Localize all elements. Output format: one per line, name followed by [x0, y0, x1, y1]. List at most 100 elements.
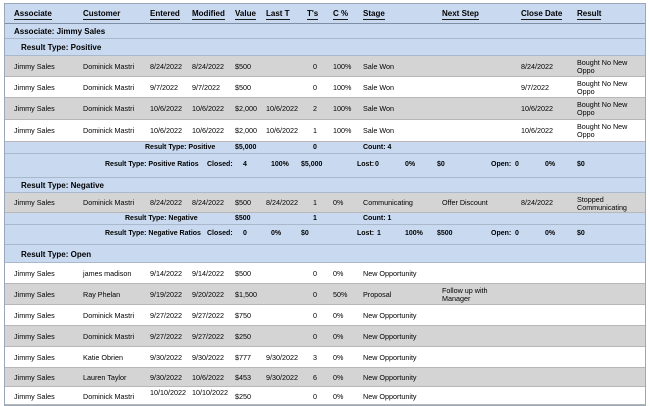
table-row[interactable]: Jimmy Sales Dominick Mastri 8/24/2022 8/…: [5, 56, 645, 77]
lost-count: 1: [377, 230, 381, 237]
cell-entered: 9/7/2022: [150, 83, 178, 92]
cell-modified: 10/6/2022: [192, 126, 224, 135]
cell-customer: Ray Phelan: [83, 290, 121, 299]
cell-ts: 6: [313, 373, 317, 382]
cell-c-pct: 100%: [333, 104, 352, 113]
col-last-t[interactable]: Last T: [266, 9, 290, 20]
lost-count: 0: [375, 161, 379, 168]
closed-value: $0: [301, 230, 309, 237]
cell-stage: Sale Won: [363, 62, 395, 71]
cell-stage: New Opportunity: [363, 373, 417, 382]
cell-customer: Dominick Mastri: [83, 83, 135, 92]
table-row[interactable]: Jimmy Sales Dominick Mastri 8/24/2022 8/…: [5, 193, 645, 213]
cell-close-date: 10/6/2022: [521, 104, 553, 113]
table-row[interactable]: Jimmy Sales Dominick Mastri 9/27/2022 9/…: [5, 305, 645, 326]
col-associate[interactable]: Associate: [14, 9, 52, 20]
lost-value: $0: [437, 161, 445, 168]
lost-label: Lost:: [357, 230, 375, 237]
cell-value: $2,000: [235, 104, 257, 113]
col-customer[interactable]: Customer: [83, 9, 121, 20]
cell-ts: 0: [313, 392, 317, 401]
cell-c-pct: 0%: [333, 269, 344, 278]
summary-ts: 1: [313, 215, 317, 222]
cell-c-pct: 50%: [333, 290, 348, 299]
cell-c-pct: 0%: [333, 353, 344, 362]
section-band-positive: Result Type: Positive: [5, 39, 645, 56]
cell-customer: Dominick Mastri: [83, 104, 135, 113]
col-stage[interactable]: Stage: [363, 9, 385, 20]
cell-value: $500: [235, 269, 251, 278]
associate-group-band: Associate: Jimmy Sales: [5, 24, 645, 39]
col-c-pct[interactable]: C %: [333, 9, 349, 20]
cell-ts: 0: [313, 332, 317, 341]
cell-modified: 8/24/2022: [192, 62, 224, 71]
cell-ts: 0: [313, 311, 317, 320]
table-row[interactable]: Jimmy Sales Katie Obrien 9/30/2022 9/30/…: [5, 347, 645, 368]
col-next-step[interactable]: Next Step: [442, 9, 479, 20]
table-row[interactable]: Jimmy Sales Dominick Mastri 10/6/2022 10…: [5, 120, 645, 142]
cell-last-t: 10/6/2022: [266, 126, 298, 135]
cell-stage: New Opportunity: [363, 311, 417, 320]
lost-label: Lost:: [357, 161, 375, 168]
table-row[interactable]: Jimmy Sales Dominick Mastri 9/27/2022 9/…: [5, 326, 645, 347]
open-label: Open:: [491, 161, 512, 168]
cell-stage: Communicating: [363, 198, 413, 207]
table-row[interactable]: Jimmy Sales Dominick Mastri 10/10/2022 1…: [5, 387, 645, 405]
cell-customer: Dominick Mastri: [83, 311, 135, 320]
closed-pct: 100%: [271, 161, 289, 168]
cell-value: $500: [235, 62, 251, 71]
cell-entered: 9/27/2022: [150, 311, 182, 320]
col-result[interactable]: Result: [577, 9, 602, 20]
table-row[interactable]: Jimmy Sales james madison 9/14/2022 9/14…: [5, 263, 645, 284]
cell-modified: 10/10/2022: [192, 388, 228, 397]
table-row[interactable]: Jimmy Sales Lauren Taylor 9/30/2022 10/6…: [5, 368, 645, 387]
lost-pct: 0%: [405, 161, 416, 168]
cell-ts: 1: [313, 126, 317, 135]
cell-associate: Jimmy Sales: [14, 126, 55, 135]
closed-label: Closed:: [207, 161, 233, 168]
col-modified[interactable]: Modified: [192, 9, 225, 20]
cell-entered: 9/14/2022: [150, 269, 182, 278]
col-ts[interactable]: T's: [307, 9, 319, 20]
cell-last-t: 8/24/2022: [266, 198, 298, 207]
cell-customer: Dominick Mastri: [83, 62, 135, 71]
open-value: $0: [577, 161, 585, 168]
open-pct: 0%: [545, 230, 556, 237]
col-value[interactable]: Value: [235, 9, 256, 20]
cell-value: $750: [235, 311, 251, 320]
cell-modified: 9/27/2022: [192, 311, 224, 320]
table-row[interactable]: Jimmy Sales Dominick Mastri 9/7/2022 9/7…: [5, 77, 645, 98]
cell-result: Bought No New Oppo: [577, 100, 628, 117]
cell-next-step: Follow up with Manager: [442, 286, 488, 303]
table-row[interactable]: Jimmy Sales Dominick Mastri 10/6/2022 10…: [5, 98, 645, 120]
col-close-date[interactable]: Close Date: [521, 9, 563, 20]
cell-c-pct: 100%: [333, 83, 352, 92]
cell-close-date: 8/24/2022: [521, 198, 553, 207]
cell-close-date: 9/7/2022: [521, 83, 549, 92]
closed-count: 4: [243, 161, 247, 168]
summary-count: Count: 4: [363, 144, 392, 151]
cell-entered: 9/30/2022: [150, 353, 182, 362]
cell-entered: 8/24/2022: [150, 62, 182, 71]
report-frame: Associate Customer Entered Modified Valu…: [4, 3, 646, 406]
cell-modified: 9/27/2022: [192, 332, 224, 341]
cell-modified: 10/6/2022: [192, 104, 224, 113]
lost-value: $500: [437, 230, 453, 237]
cell-last-t: 9/30/2022: [266, 373, 298, 382]
open-label: Open:: [491, 230, 512, 237]
table-row[interactable]: Jimmy Sales Ray Phelan 9/19/2022 9/20/20…: [5, 284, 645, 305]
summary-row-negative: Result Type: Negative $500 1 Count: 1: [5, 213, 645, 225]
cell-associate: Jimmy Sales: [14, 290, 55, 299]
cell-associate: Jimmy Sales: [14, 353, 55, 362]
associate-group-label: Associate: Jimmy Sales: [14, 27, 106, 36]
cell-associate: Jimmy Sales: [14, 198, 55, 207]
cell-customer: Lauren Taylor: [83, 373, 127, 382]
cell-customer: Dominick Mastri: [83, 392, 135, 401]
closed-pct: 0%: [271, 230, 282, 237]
section-band-negative: Result Type: Negative: [5, 178, 645, 193]
cell-close-date: 10/6/2022: [521, 126, 553, 135]
closed-value: $5,000: [301, 161, 323, 168]
col-entered[interactable]: Entered: [150, 9, 180, 20]
cell-associate: Jimmy Sales: [14, 104, 55, 113]
cell-entered: 9/30/2022: [150, 373, 182, 382]
